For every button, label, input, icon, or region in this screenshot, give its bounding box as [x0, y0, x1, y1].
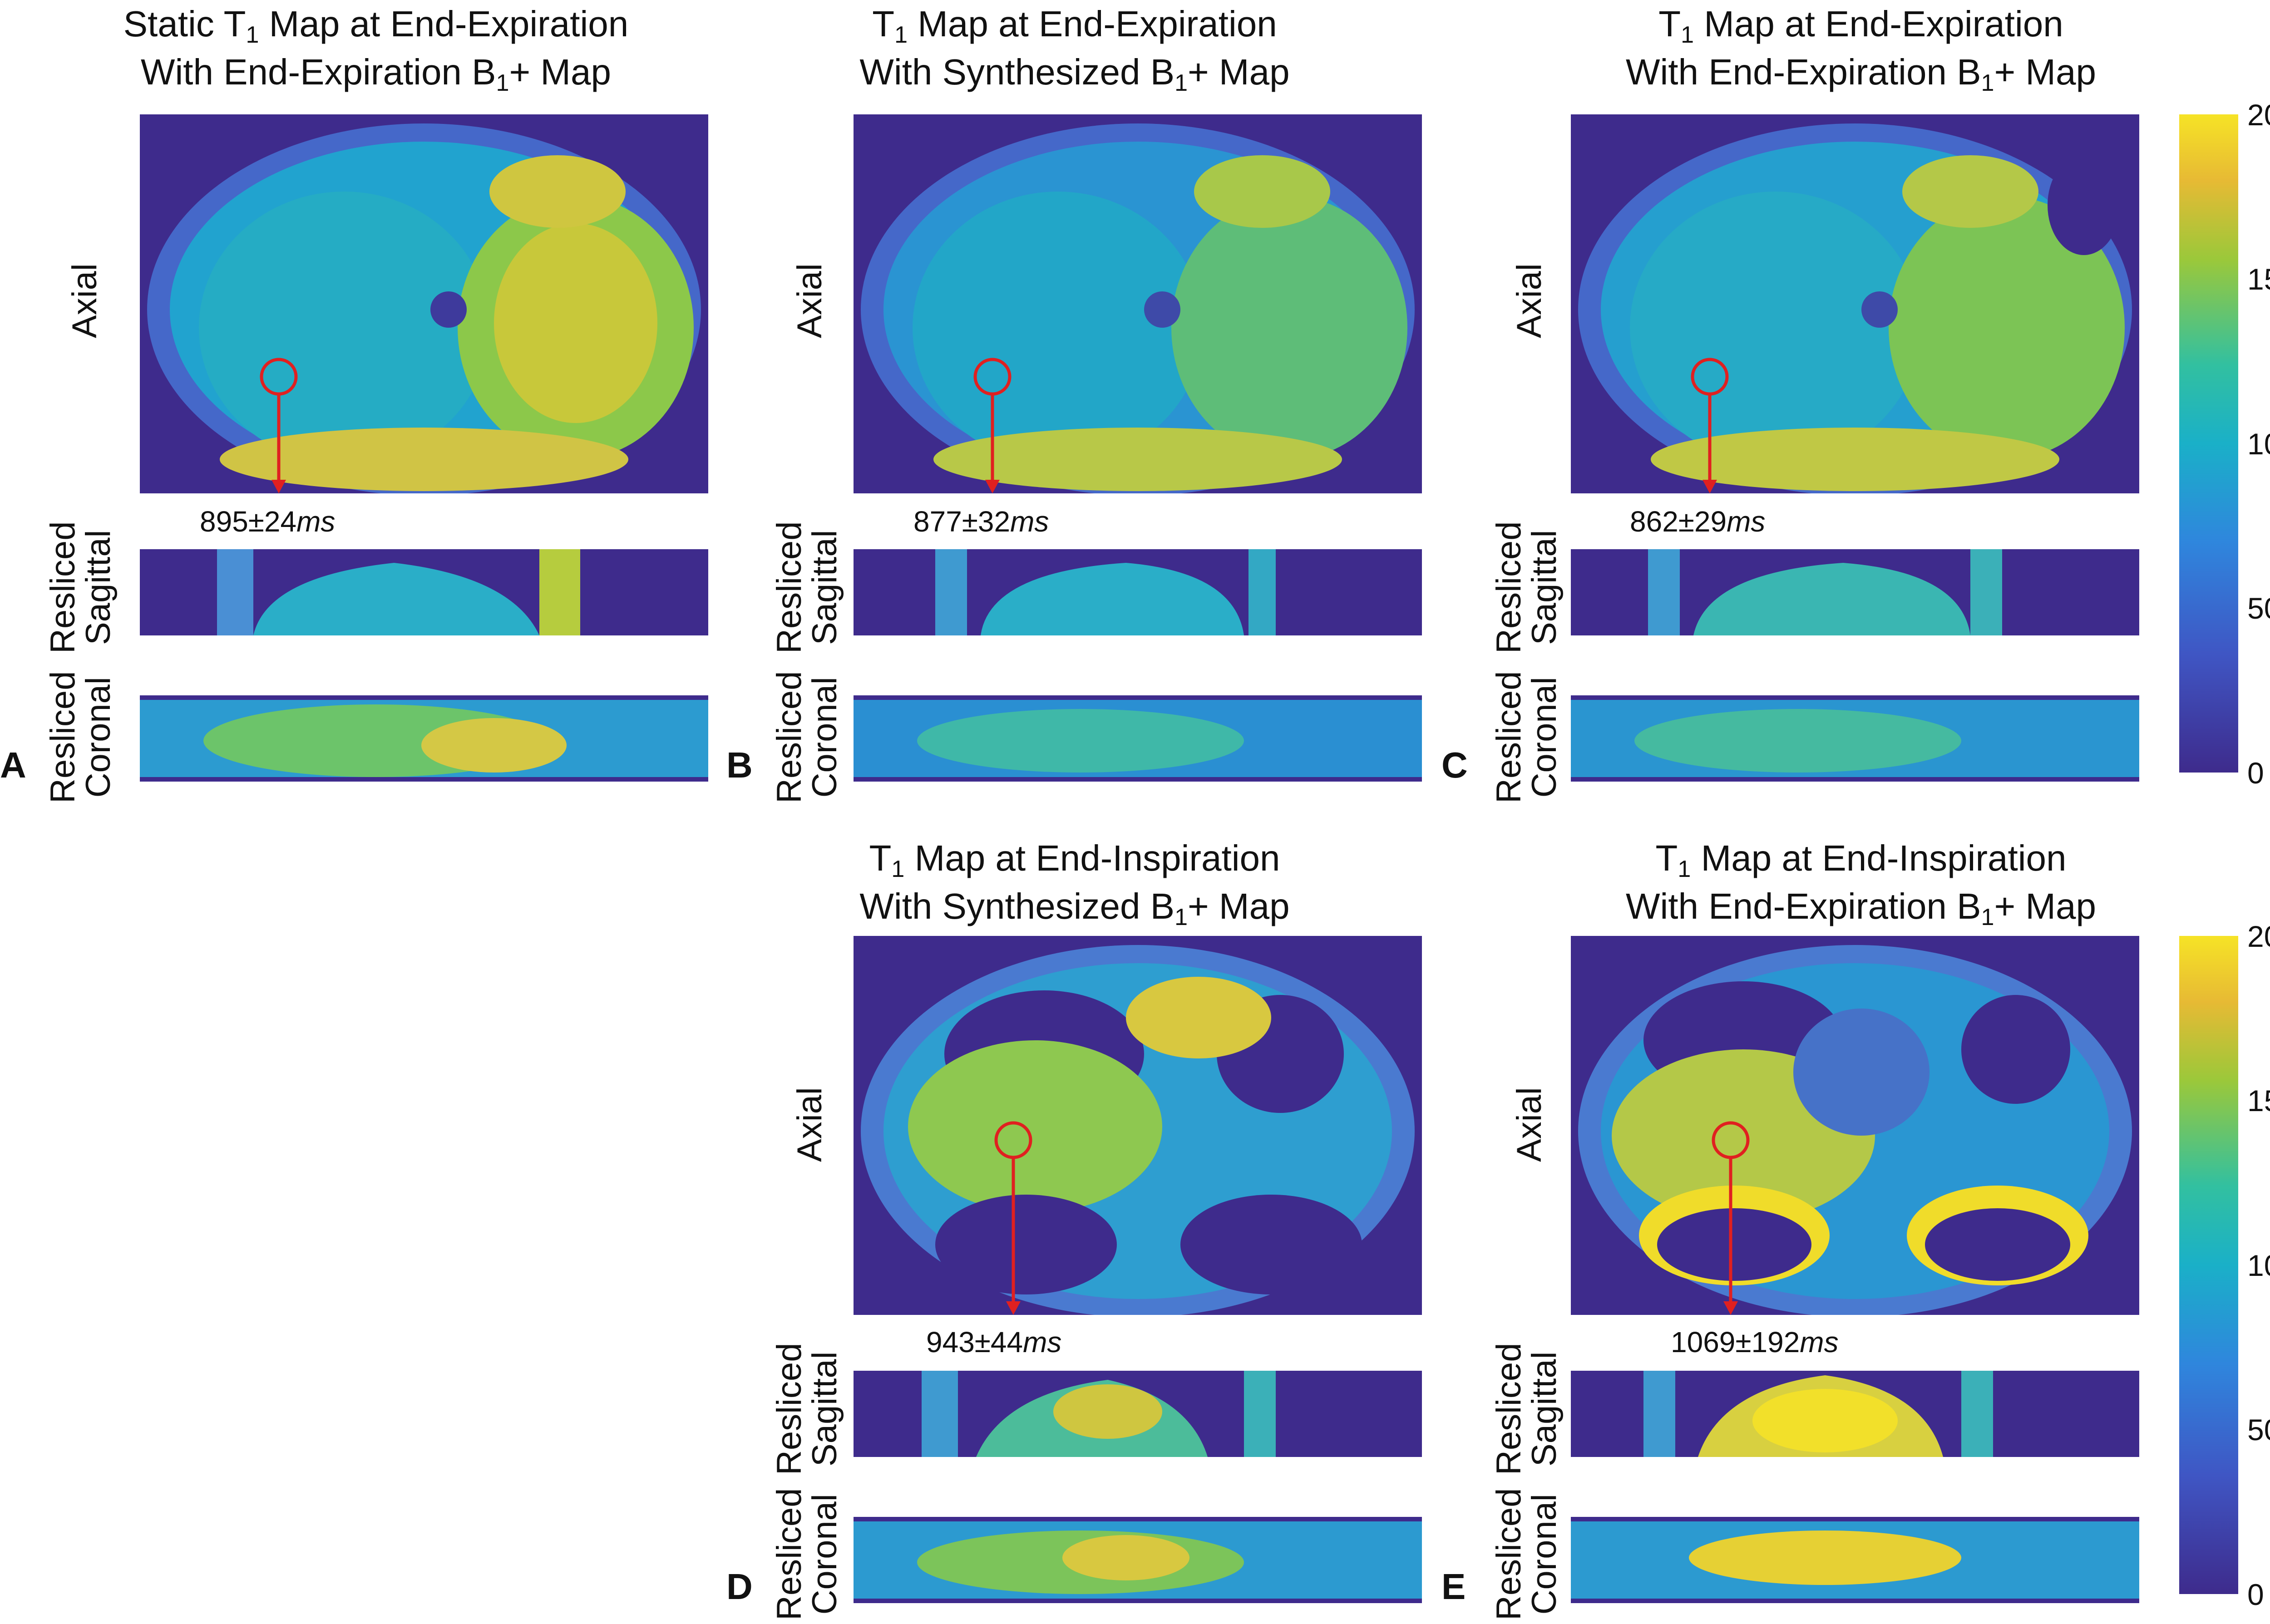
panel-b-coronal-label: Resliced Coronal: [770, 671, 844, 803]
panel-e-sagittal-image: [1571, 1371, 2139, 1457]
panel-c-axial-label: Axial: [1510, 263, 1549, 338]
panel-b-sagittal-image: [854, 549, 1422, 635]
panel-d-coronal-image: [854, 1517, 1422, 1603]
panel-c-letter: C: [1441, 745, 1468, 785]
panel-d-axial-label: Axial: [790, 1087, 829, 1162]
panel-d-coronal-label: Resliced Coronal: [770, 1488, 844, 1620]
panel-b-letter: B: [726, 745, 753, 785]
panel-e-axial-image: [1571, 936, 2139, 1315]
panel-d-sagittal-label: Resliced Sagittal: [770, 1343, 844, 1475]
colorbar-top: [2179, 114, 2238, 773]
panel-c-sagittal-label: Resliced Sagittal: [1490, 521, 1564, 654]
panel-e-coronal-image: [1571, 1517, 2139, 1603]
panel-a-coronal-label: Resliced Coronal: [44, 671, 118, 803]
panel-a-axial-label: Axial: [65, 263, 104, 338]
colorbar-bottom-tick-1000: 1000: [2247, 1249, 2270, 1282]
panel-b-axial-image: [854, 114, 1422, 493]
panel-c-title: T1 Map at End-Expiration With End-Expira…: [1625, 4, 2097, 96]
panel-e-measurement: 1069±192ms: [1671, 1326, 1839, 1358]
panel-c-coronal-label: Resliced Coronal: [1490, 671, 1564, 803]
panel-c-coronal-image: [1571, 695, 2139, 782]
panel-b-sagittal-label: Resliced Sagittal: [770, 521, 844, 654]
panel-a-measurement: 895±24ms: [200, 505, 336, 538]
colorbar-bottom-tick-500: 500: [2247, 1413, 2270, 1447]
colorbar-bottom-tick-0: 0: [2247, 1578, 2264, 1611]
colorbar-top-tick-2000: 2000ms: [2247, 98, 2270, 132]
panel-a-coronal-image: [140, 695, 708, 782]
colorbar-top-tick-0: 0: [2247, 756, 2264, 790]
panel-a-axial-image: [140, 114, 708, 493]
panel-b-title: T1 Map at End-Expiration With Synthesize…: [859, 4, 1290, 96]
panel-a-title: Static T1 Map at End-Expiration With End…: [123, 4, 629, 96]
panel-a-sagittal-image: [140, 549, 708, 635]
panel-a-letter: A: [0, 745, 26, 785]
panel-c-measurement: 862±29ms: [1630, 505, 1766, 538]
colorbar-bottom-tick-1500: 1500: [2247, 1084, 2270, 1117]
panel-e-letter: E: [1441, 1566, 1466, 1607]
panel-d-title: T1 Map at End-Inspiration With Synthesiz…: [859, 838, 1290, 930]
colorbar-top-tick-1000: 1000: [2247, 427, 2270, 461]
colorbar-top-tick-1500: 1500: [2247, 262, 2270, 296]
colorbar-bottom: [2179, 936, 2238, 1594]
panel-e-title: T1 Map at End-Inspiration With End-Expir…: [1625, 838, 2097, 930]
colorbar-bottom-tick-2000: 2000ms: [2247, 920, 2270, 953]
panel-c-sagittal-image: [1571, 549, 2139, 635]
panel-d-sagittal-image: [854, 1371, 1422, 1457]
panel-c-axial-image: [1571, 114, 2139, 493]
panel-b-axial-label: Axial: [790, 263, 829, 338]
colorbar-top-tick-500: 500: [2247, 591, 2270, 625]
panel-e-sagittal-label: Resliced Sagittal: [1490, 1343, 1564, 1475]
panel-e-axial-label: Axial: [1510, 1087, 1549, 1162]
panel-d-measurement: 943±44ms: [926, 1326, 1062, 1358]
panel-d-letter: D: [726, 1566, 753, 1607]
panel-b-coronal-image: [854, 695, 1422, 782]
panel-a-sagittal-label: Resliced Sagittal: [44, 521, 118, 654]
panel-b-measurement: 877±32ms: [913, 505, 1049, 538]
panel-e-coronal-label: Resliced Coronal: [1490, 1488, 1564, 1620]
panel-d-axial-image: [854, 936, 1422, 1315]
